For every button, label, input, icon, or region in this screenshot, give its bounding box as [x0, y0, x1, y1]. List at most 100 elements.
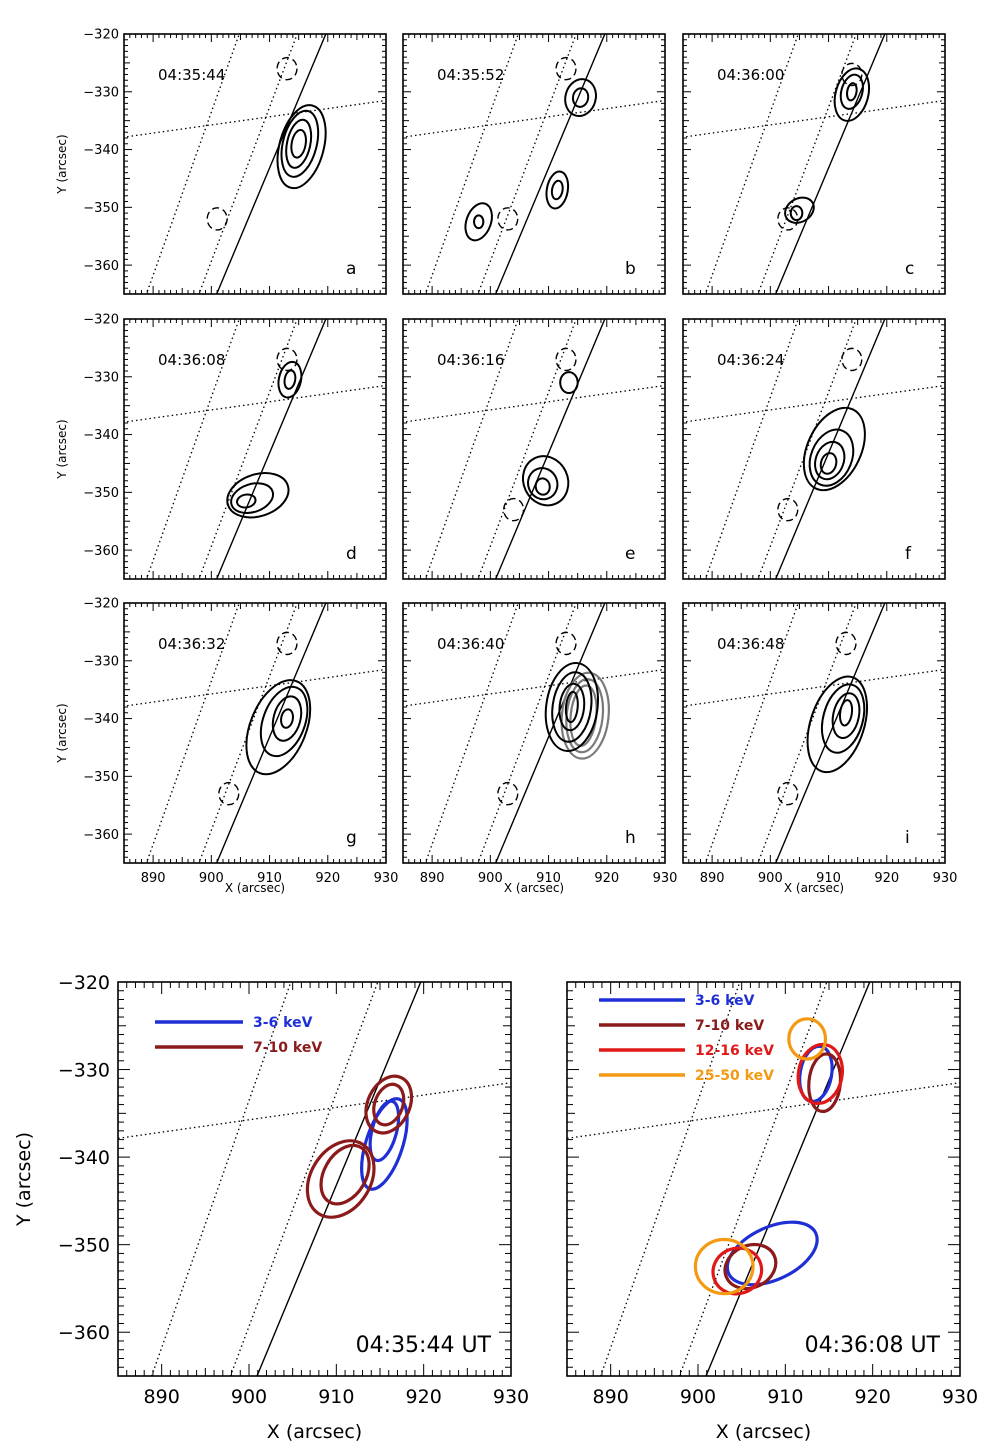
plot-frame [566, 981, 961, 1377]
grid-line-dotted [683, 668, 945, 707]
grid-line-dotted [477, 34, 577, 294]
limb-line [774, 603, 886, 863]
limb-line [494, 603, 606, 863]
contour-line [819, 452, 838, 475]
y-tick-label: −360 [58, 1322, 110, 1344]
contour-line [558, 682, 586, 732]
plot-frame [402, 33, 666, 295]
panel-e: 04:36:16 e [402, 318, 666, 580]
y-tick-label: −350 [83, 201, 119, 216]
contour-25-50kev [693, 1237, 755, 1296]
contour-line [551, 671, 593, 743]
panel-letter: d [346, 544, 357, 564]
contour-line [534, 477, 551, 496]
grid-line-dotted [424, 34, 519, 294]
grid-line-dotted [704, 319, 799, 579]
panel-time: 04:36:16 [437, 351, 504, 369]
legend-label: 3-6 keV [253, 1015, 313, 1031]
legend-label: 25-50 keV [695, 1068, 774, 1084]
grid-line-dotted [683, 99, 945, 138]
grid-line-dotted [757, 34, 857, 294]
contour-7-10kev [364, 1074, 414, 1135]
contour-line [559, 371, 579, 395]
contour-7-10kev [305, 1139, 376, 1219]
plot-frame [682, 318, 946, 580]
panel-c: 04:36:00 c [682, 33, 946, 295]
contour-line [259, 685, 309, 758]
contour-line [464, 202, 493, 242]
plot-frame [402, 318, 666, 580]
panel-letter: b [625, 259, 636, 279]
grid-line-dotted [403, 384, 665, 423]
contour-7-10kev [372, 1082, 406, 1127]
panel-i: 04:36:48 i 890 900 910 920 930 [682, 602, 958, 886]
grid-line-dotted [683, 384, 945, 423]
big-x-axis-label: X (arcsec) [716, 1421, 811, 1443]
footpoint-dashed [497, 207, 519, 231]
contour-line [564, 690, 579, 724]
footpoint-dashed [276, 56, 298, 81]
contour-line [271, 695, 303, 742]
x-tick-label: 900 [199, 871, 224, 886]
footpoint-dashed [555, 631, 577, 656]
legend-label: 7-10 keV [695, 1018, 764, 1034]
plot-area [403, 319, 665, 579]
y-tick-label: −330 [83, 370, 119, 385]
contour-line [550, 179, 564, 201]
footpoint-dashed [555, 56, 577, 81]
contour-line [544, 662, 599, 752]
grid-line-dotted [118, 1082, 511, 1140]
x-tick-label: 930 [933, 871, 958, 886]
grid-line-dotted [678, 982, 828, 1376]
panel-time: 04:36:24 [717, 351, 784, 369]
y-tick-label: −360 [83, 828, 119, 843]
y-tick-label: −350 [58, 1235, 110, 1257]
footpoint-dashed [276, 631, 298, 656]
contour-line [280, 109, 320, 178]
grid-line-dotted [124, 384, 386, 423]
grid-line-dotted [424, 603, 519, 863]
contour-line [245, 679, 312, 776]
big-panel-right: 3-6 keV 7-10 keV 12-16 keV 25-50 keV 04:36:0… [566, 981, 978, 1443]
contour-line [839, 73, 864, 110]
contour-line [814, 440, 846, 481]
big-panel-left: 3-6 keV 7-10 keV 04:35:44 UT −320 −330 −340 −3… [58, 972, 529, 1443]
panel-h: 04:36:40 h 890 900 910 920 930 [402, 602, 677, 886]
panel-time: 04:36:40 [437, 635, 504, 653]
panel-letter: c [905, 259, 914, 279]
x-tick-label: 910 [767, 1386, 803, 1408]
plot-frame [402, 602, 666, 864]
grid-line-dotted [124, 668, 386, 707]
contour-12-16kev [711, 1246, 764, 1296]
panel-letter: i [905, 828, 910, 848]
contour-line [806, 675, 868, 774]
contour-line [285, 118, 313, 169]
panel-time: 04:36:32 [158, 635, 225, 653]
panel-letter: h [625, 828, 636, 848]
plot-frame [682, 602, 946, 864]
x-tick-label: 930 [374, 871, 399, 886]
grid-line-dotted [704, 603, 799, 863]
footpoint-dashed [777, 207, 799, 231]
limb-line [705, 982, 871, 1376]
plot-area [683, 319, 945, 579]
panel-letter: e [625, 544, 635, 564]
limb-line [774, 34, 886, 294]
panel-time: 04:35:44 UT [356, 1333, 492, 1358]
plot-area [118, 982, 511, 1376]
y-tick-label: −320 [58, 972, 110, 994]
y-tick-label: −330 [58, 1059, 110, 1081]
limb-line [215, 34, 327, 294]
y-tick-label: −350 [83, 770, 119, 785]
plot-frame [123, 318, 387, 580]
plot-area [403, 603, 665, 863]
plot-area [683, 603, 945, 863]
grid-line-dotted [229, 982, 379, 1376]
panel-time: 04:35:44 [158, 66, 225, 84]
y-tick-label: −340 [83, 143, 119, 158]
grid-line-dotted [145, 603, 240, 863]
panel-b: 04:35:52 b [402, 33, 666, 295]
small-x-axis-label: X (arcsec) [784, 881, 844, 895]
big-x-axis-label: X (arcsec) [267, 1421, 362, 1443]
legend-label: 3-6 keV [695, 993, 755, 1009]
